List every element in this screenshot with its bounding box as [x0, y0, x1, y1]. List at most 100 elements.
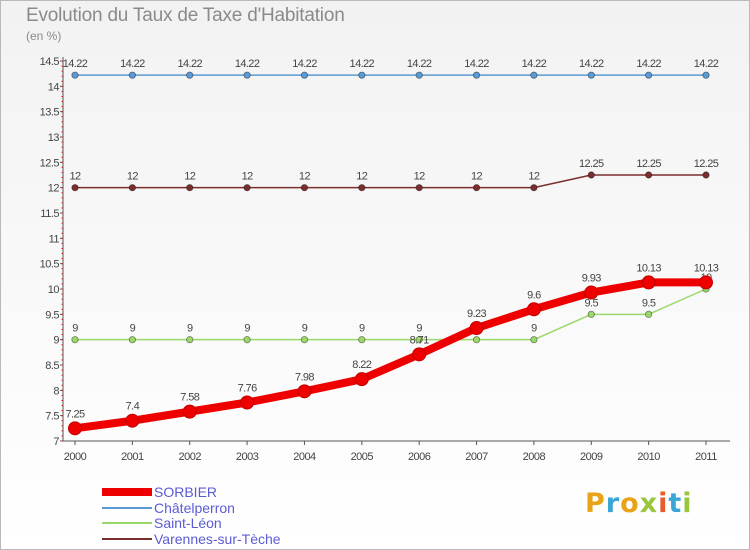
x-tick-label: 2001 [121, 451, 144, 463]
data-point [587, 310, 595, 318]
x-tick-label: 2011 [695, 451, 717, 463]
data-label: 9.5 [642, 297, 656, 309]
data-label: 12 [242, 171, 254, 183]
data-point [641, 275, 656, 290]
data-label: 12 [528, 171, 540, 183]
data-label: 14.22 [464, 58, 489, 70]
y-tick-label: 9 [53, 335, 59, 347]
data-point [412, 347, 427, 362]
logo-letter: t [668, 488, 683, 519]
logo-letter: P [585, 488, 606, 519]
data-point [415, 184, 423, 192]
data-label: 7.98 [295, 371, 314, 383]
x-tick-label: 2007 [465, 451, 488, 463]
data-point [128, 184, 136, 192]
data-point [587, 171, 595, 179]
x-tick-label: 2009 [580, 451, 603, 463]
data-label: 9 [359, 323, 365, 335]
data-point [297, 384, 312, 399]
logo-letter: i [658, 488, 669, 519]
data-label: 9.5 [585, 297, 599, 309]
data-point [182, 404, 197, 419]
data-point [472, 184, 481, 192]
legend-swatch [102, 522, 152, 524]
x-tick-label: 2010 [637, 451, 660, 463]
data-label: 8.22 [352, 359, 371, 371]
x-tick-label: 2006 [408, 451, 431, 463]
data-point [358, 184, 366, 192]
y-tick-label: 7.5 [45, 411, 59, 423]
y-tick-label: 11.5 [40, 208, 59, 220]
data-point [530, 184, 538, 192]
data-label: 14.22 [177, 58, 202, 70]
legend-label: Châtelperron [154, 499, 235, 516]
legend-swatch [102, 506, 152, 509]
legend-label: Varennes-sur-Tèche [154, 530, 281, 547]
data-point [240, 395, 255, 410]
data-point [645, 71, 653, 79]
data-label: 14.22 [522, 58, 547, 70]
data-label: 14.22 [636, 58, 661, 70]
y-tick-label: 8.5 [45, 360, 59, 372]
data-point [645, 171, 653, 179]
data-label: 14.22 [63, 58, 88, 70]
data-label: 12.25 [636, 158, 661, 170]
data-point [415, 71, 423, 79]
y-tick-label: 14 [48, 81, 60, 93]
data-label: 10.13 [636, 262, 661, 274]
data-label: 9 [72, 323, 78, 335]
chart-subtitle: (en %) [26, 29, 62, 43]
data-point [186, 336, 194, 344]
x-tick-label: 2003 [236, 451, 259, 463]
logo-letter: x [639, 488, 659, 519]
y-tick-label: 12.5 [40, 157, 60, 169]
x-tick-label: 2004 [293, 451, 316, 463]
data-point [300, 336, 309, 344]
data-point [699, 275, 713, 290]
y-tick-label: 8 [53, 385, 59, 397]
data-label: 12 [184, 171, 196, 183]
data-point [243, 71, 251, 79]
data-label: 12 [69, 171, 81, 183]
data-label: 9 [531, 323, 537, 335]
data-point [358, 336, 366, 344]
data-point [472, 336, 481, 344]
data-point [300, 71, 309, 79]
data-label: 9 [302, 323, 308, 335]
data-label: 7.76 [238, 382, 257, 394]
series-line-saint-l-on [74, 288, 707, 341]
data-point [243, 184, 251, 192]
y-tick-label: 9.5 [45, 309, 59, 321]
y-tick-label: 12 [48, 183, 60, 195]
data-label: 12 [127, 171, 139, 183]
data-point [472, 71, 481, 79]
data-point [71, 184, 79, 192]
x-tick-label: 2000 [64, 451, 87, 463]
data-point [300, 184, 309, 192]
data-label: 14.22 [579, 58, 604, 70]
y-tick-label: 10.5 [40, 259, 60, 271]
legend-swatch [102, 537, 152, 540]
data-label: 7.58 [180, 392, 199, 404]
y-tick-label: 11 [49, 233, 60, 245]
data-point [354, 372, 369, 387]
y-tick-label: 13 [48, 132, 60, 144]
data-point [530, 71, 538, 79]
data-label: 9.93 [582, 273, 601, 285]
y-tick-label: 7 [53, 436, 59, 448]
data-label: 9.6 [527, 289, 541, 301]
data-point [71, 336, 79, 344]
data-label: 14.22 [350, 58, 375, 70]
data-point [702, 171, 710, 179]
data-label: 12.25 [579, 158, 604, 170]
data-label: 14.22 [120, 58, 145, 70]
data-label: 14.22 [694, 58, 719, 70]
data-label: 7.4 [126, 401, 140, 413]
data-label: 12 [414, 171, 426, 183]
logo-letter: o [620, 488, 640, 519]
data-point [128, 336, 136, 344]
data-label: 7.25 [65, 408, 84, 420]
series-line-varennes-sur-t-che [74, 174, 707, 189]
x-tick-label: 2008 [523, 451, 546, 463]
